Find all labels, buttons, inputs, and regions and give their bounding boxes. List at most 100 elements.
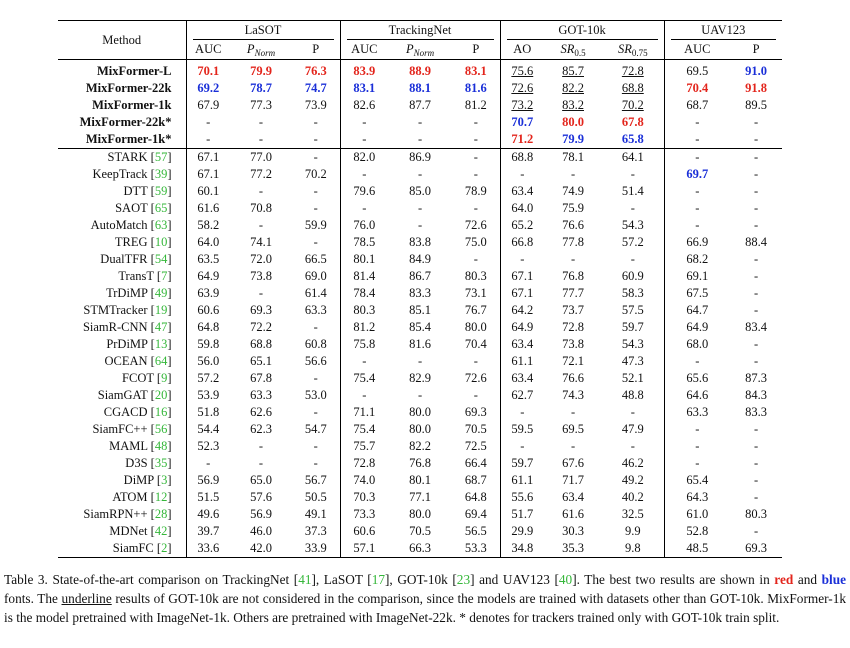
table-cell: 81.2 — [452, 97, 501, 114]
table-cell: - — [417, 201, 423, 215]
citation[interactable]: 54 — [154, 252, 168, 266]
table-cell: 30.3 — [562, 524, 584, 538]
table-cell: 64.0 — [511, 201, 534, 215]
table-cell: - — [292, 319, 341, 336]
citation[interactable]: 17 — [371, 572, 385, 587]
table-cell: 80.3 — [353, 303, 376, 317]
table-cell: - — [230, 131, 292, 149]
table-cell: - — [258, 286, 264, 300]
citation[interactable]: 23 — [456, 572, 471, 587]
table-cell: 70.2 — [602, 97, 665, 114]
citation[interactable]: 64 — [154, 354, 168, 368]
table-cell: 53.0 — [292, 387, 341, 404]
col-header-tn-auc: AUC — [340, 40, 389, 60]
table-cell: - — [753, 286, 759, 300]
table-cell: - — [452, 353, 501, 370]
table-cell: 75.0 — [452, 234, 501, 251]
citation[interactable]: 39 — [154, 167, 168, 181]
group-header-trackingnet: TrackingNet — [340, 20, 501, 40]
table-cell: 85.1 — [409, 303, 431, 317]
table-cell: - — [695, 456, 700, 470]
table-cell: 78.1 — [562, 150, 584, 164]
table-cell: 72.8 — [353, 456, 376, 470]
table-cell: 91.8 — [745, 81, 767, 95]
table-cell: 63.9 — [197, 286, 220, 300]
table-cell: 64.3 — [686, 490, 709, 504]
table-cell: 65.4 — [686, 473, 709, 487]
table-cell: 75.9 — [562, 201, 584, 215]
table-cell: 66.4 — [452, 455, 501, 472]
table-cell: 55.6 — [511, 490, 534, 504]
citation[interactable]: 59 — [154, 184, 168, 198]
method-name: MixFormer-1k — [58, 97, 187, 114]
table-cell: 64.8 — [197, 320, 220, 334]
table-cell: - — [206, 456, 211, 470]
table-cell: 59.7 — [602, 319, 665, 336]
table-cell: 59.7 — [511, 456, 534, 470]
table-cell: 71.1 — [353, 405, 376, 419]
citation[interactable]: 56 — [154, 422, 168, 436]
table-cell: 83.8 — [409, 235, 431, 249]
table-cell: 79.9 — [544, 131, 603, 149]
table-row: SiamRPN++ [28] 49.6 56.9 49.1 73.3 80.0 69.4 51… — [58, 506, 782, 523]
table-cell: - — [388, 131, 453, 149]
citation[interactable]: 13 — [154, 337, 168, 351]
table-row: TrDiMP [49] 63.9 - 61.4 78.4 83.3 73.1 67.1 77.7… — [58, 285, 782, 302]
table-cell: 68.7 — [452, 472, 501, 489]
citation[interactable]: 2 — [161, 541, 168, 555]
citation[interactable]: 19 — [154, 303, 168, 317]
citation[interactable]: 10 — [154, 235, 168, 249]
citation[interactable]: 16 — [154, 405, 168, 419]
citation[interactable]: 63 — [154, 218, 168, 232]
table-cell: 69.5 — [562, 422, 584, 436]
table-cell: 37.3 — [292, 523, 341, 540]
citation[interactable]: 28 — [154, 507, 168, 521]
citation[interactable]: 42 — [154, 524, 168, 538]
citation[interactable]: 49 — [154, 286, 168, 300]
citation[interactable]: 41 — [298, 572, 312, 587]
table-cell: 76.8 — [562, 269, 584, 283]
citation[interactable]: 48 — [154, 439, 168, 453]
table-cell: 64.7 — [686, 303, 709, 317]
citation[interactable]: 3 — [161, 473, 168, 487]
table-cell: 69.1 — [686, 269, 709, 283]
table-cell: - — [753, 150, 759, 164]
citation[interactable]: 65 — [154, 201, 168, 215]
table-cell: 76.6 — [562, 218, 584, 232]
col-header-lasot-pnorm: PNorm — [230, 40, 292, 60]
table-row: MixFormer-L 70.1 79.9 76.3 83.9 88.9 83.1 75.6 8… — [58, 59, 782, 80]
method-name: DiMP [3] — [58, 472, 187, 489]
table-cell: 63.3 — [686, 405, 709, 419]
table-cell: - — [753, 184, 759, 198]
table-cell: - — [695, 201, 700, 215]
table-cell: 83.1 — [452, 59, 501, 80]
table-cell: - — [753, 354, 759, 368]
citation[interactable]: 47 — [154, 320, 168, 334]
table-cell: 50.5 — [292, 489, 341, 506]
table-cell: - — [602, 200, 665, 217]
table-cell: 63.3 — [250, 388, 272, 402]
table-cell: - — [362, 354, 367, 368]
table-cell: 67.1 — [197, 167, 220, 181]
table-cell: 88.4 — [745, 235, 767, 249]
table-row: ATOM [12] 51.5 57.6 50.5 70.3 77.1 64.8 55.6 63.… — [58, 489, 782, 506]
col-header-got-ao: AO — [500, 40, 545, 60]
citation[interactable]: 40 — [558, 572, 573, 587]
table-cell: 67.8 — [602, 114, 665, 131]
table-cell: 69.3 — [452, 404, 501, 421]
table-cell: 66.8 — [511, 235, 534, 249]
table-cell: 72.8 — [602, 59, 665, 80]
citation[interactable]: 57 — [154, 150, 168, 164]
citation[interactable]: 35 — [154, 456, 168, 470]
citation[interactable]: 9 — [161, 371, 168, 385]
method-name: SAOT [65] — [58, 200, 187, 217]
citation[interactable]: 7 — [161, 269, 168, 283]
table-cell: 91.0 — [745, 64, 767, 78]
citation[interactable]: 20 — [154, 388, 168, 402]
table-cell: 78.9 — [452, 183, 501, 200]
method-name: FCOT [9] — [58, 370, 187, 387]
table-cell: - — [520, 252, 525, 266]
method-name: SiamFC [2] — [58, 540, 187, 558]
citation[interactable]: 12 — [154, 490, 168, 504]
